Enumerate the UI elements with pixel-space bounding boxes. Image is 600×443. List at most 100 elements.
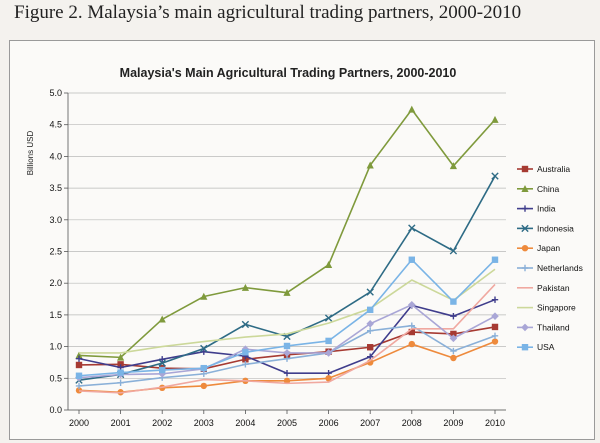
- legend-marker: [521, 185, 529, 192]
- data-point-china: [408, 105, 416, 113]
- data-point-india: [75, 355, 83, 362]
- data-point-netherlands: [367, 327, 374, 334]
- x-tick-label: 2005: [277, 418, 297, 428]
- x-tick-label: 2006: [319, 418, 339, 428]
- legend-label: Australia: [537, 164, 570, 174]
- legend-label: USA: [537, 342, 555, 352]
- data-point-japan: [325, 375, 332, 382]
- data-point-indonesia: [449, 247, 458, 255]
- x-tick-label: 2002: [152, 418, 172, 428]
- data-point-thailand: [158, 370, 166, 378]
- data-point-indonesia: [241, 320, 250, 329]
- x-tick-label: 2000: [69, 418, 89, 428]
- data-point-china: [117, 353, 125, 361]
- data-point-netherlands: [408, 322, 415, 329]
- chart-title: Malaysia's Main Agricultural Trading Par…: [120, 66, 457, 80]
- legend-item-usa: USA: [517, 342, 555, 352]
- x-tick-label: 2003: [194, 418, 214, 428]
- chart-frame: Malaysia's Main Agricultural Trading Par…: [9, 40, 595, 440]
- legend-marker: [521, 205, 529, 212]
- series-usa: [75, 256, 499, 379]
- y-axis-label: Billions USD: [26, 131, 35, 176]
- data-point-thailand: [283, 349, 291, 357]
- data-point-indonesia: [366, 288, 374, 296]
- legend-marker: [521, 264, 529, 272]
- legend-label: Thailand: [537, 322, 570, 332]
- data-point-india: [200, 348, 207, 355]
- legend-marker: [521, 344, 529, 351]
- data-point-china: [200, 292, 208, 300]
- legend: Australia China India Indonesia Japan Netherl…: [517, 164, 583, 352]
- legend-marker: [521, 245, 529, 252]
- y-tick-label: 4.0: [49, 151, 62, 161]
- series-line-pakistan: [78, 283, 496, 394]
- data-point-australia: [75, 361, 83, 369]
- data-point-indonesia: [158, 359, 166, 367]
- legend-item-china: China: [517, 184, 559, 194]
- legend-item-pakistan: Pakistan: [517, 283, 570, 293]
- series-netherlands: [75, 322, 499, 390]
- legend-label: Netherlands: [537, 263, 583, 273]
- data-point-indonesia: [491, 172, 499, 180]
- data-point-usa: [117, 369, 124, 376]
- data-point-usa: [450, 298, 457, 305]
- data-point-netherlands: [75, 382, 83, 390]
- series-lines: [75, 105, 499, 396]
- legend-item-india: India: [517, 204, 556, 214]
- y-tick-label: 3.0: [49, 215, 62, 225]
- x-tick-label: 2007: [360, 418, 380, 428]
- data-point-china: [325, 261, 333, 269]
- x-tick-labels: 2000 2001 2002 2003 2004 2005 2006 2007 2008 2009…: [69, 418, 505, 428]
- data-point-netherlands: [491, 332, 499, 340]
- data-point-thailand: [366, 319, 374, 328]
- data-point-netherlands: [450, 347, 457, 355]
- data-point-indonesia: [200, 344, 208, 353]
- legend-item-netherlands: Netherlands: [517, 263, 583, 273]
- y-tick-label: 0.5: [49, 373, 62, 383]
- series-line-china: [78, 108, 496, 359]
- y-tick-label: 1.5: [49, 310, 62, 320]
- data-point-usa: [491, 256, 499, 263]
- data-point-australia: [408, 328, 415, 336]
- data-point-thailand: [491, 312, 499, 320]
- legend-label: Indonesia: [537, 223, 574, 233]
- data-point-australia: [450, 330, 457, 338]
- legend-marker: [521, 165, 529, 173]
- legend-item-thailand: Thailand: [517, 322, 570, 332]
- data-point-india: [283, 370, 291, 377]
- series-line-singapore: [79, 268, 496, 354]
- y-tick-label: 1.0: [49, 342, 62, 352]
- gridlines: [68, 92, 506, 411]
- data-point-usa: [200, 364, 207, 372]
- data-point-japan: [283, 377, 291, 385]
- y-tick-label: 0.0: [49, 405, 62, 415]
- y-tick-label: 4.5: [49, 120, 62, 130]
- data-point-indonesia: [408, 224, 416, 232]
- data-point-china: [366, 161, 374, 169]
- data-point-japan: [450, 354, 457, 362]
- data-point-india: [159, 356, 166, 363]
- figure-caption: Figure 2. Malaysia’s main agricultural t…: [14, 2, 522, 23]
- data-point-usa: [367, 306, 374, 314]
- x-tick-label: 2004: [235, 418, 255, 428]
- legend-label: Japan: [537, 243, 560, 253]
- legend-marker: [521, 224, 529, 233]
- data-point-japan: [408, 340, 415, 348]
- data-point-thailand: [324, 349, 333, 357]
- data-point-usa: [283, 342, 291, 350]
- x-tick-label: 2008: [402, 418, 422, 428]
- data-point-usa: [242, 349, 249, 356]
- x-tick-label: 2001: [111, 418, 131, 428]
- data-point-usa: [159, 366, 166, 374]
- legend-label: Singapore: [537, 303, 576, 313]
- data-point-usa: [75, 372, 83, 379]
- y-tick-label: 2.5: [49, 247, 62, 257]
- axes: [64, 92, 506, 414]
- line-chart: Malaysia's Main Agricultural Trading Par…: [26, 66, 583, 428]
- data-point-china: [241, 283, 249, 291]
- data-point-usa: [325, 337, 332, 345]
- data-point-china: [158, 315, 166, 323]
- data-point-india: [450, 312, 457, 320]
- legend-item-singapore: Singapore: [517, 303, 576, 313]
